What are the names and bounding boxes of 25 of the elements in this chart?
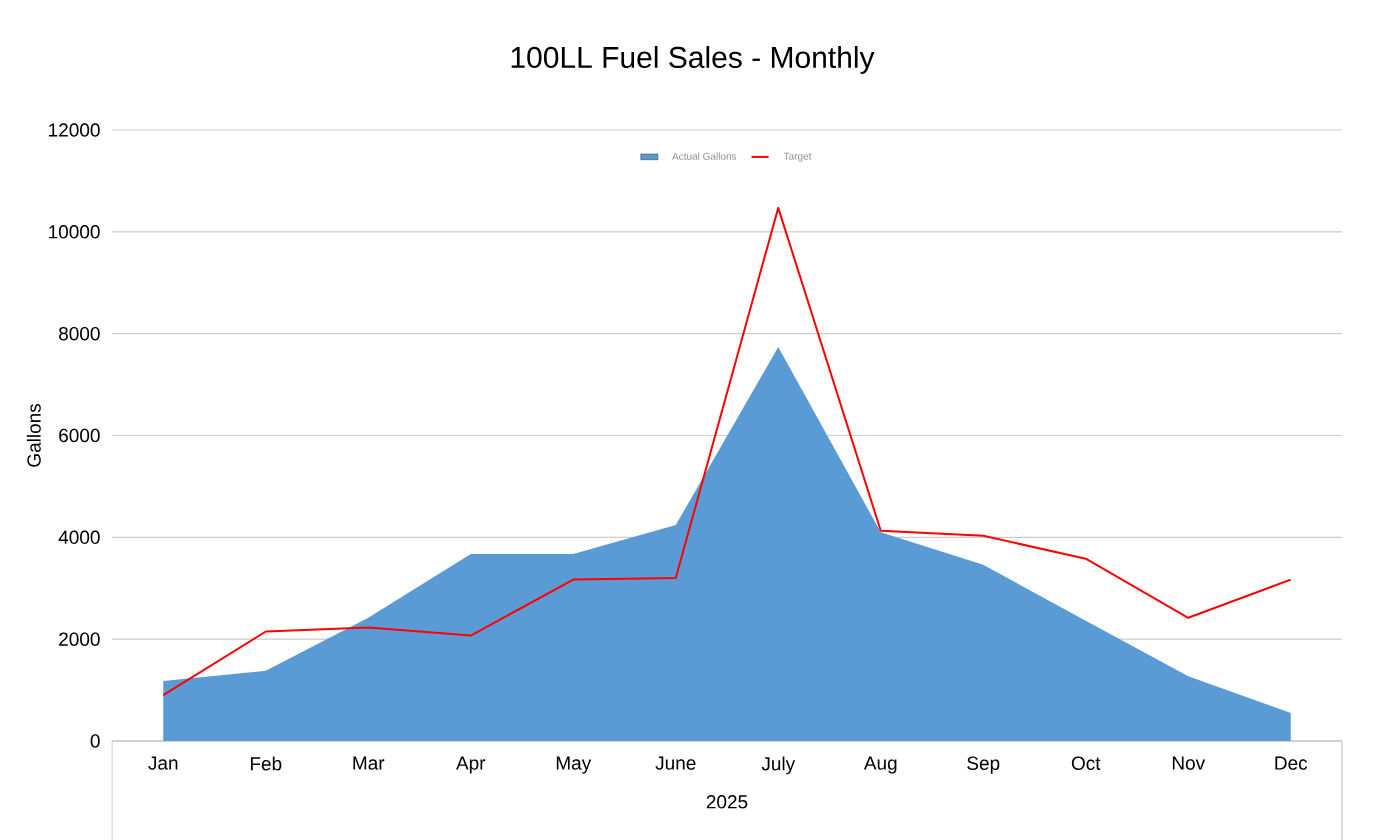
legend-label: Actual Gallons [672,152,737,160]
x-axis-title: 2025 [706,795,748,809]
line-series [162,206,1292,697]
x-tick-label: Oct [1071,756,1101,770]
x-tick-label: June [655,756,696,770]
y-axis-title: Gallons [26,403,41,467]
chart-title: 100LL Fuel Sales - Monthly [511,46,875,74]
y-tick-label: 6000 [59,428,100,443]
x-tick-label: July [761,756,796,775]
legend-label: Target [783,152,812,162]
y-tick-label: 8000 [59,326,100,341]
x-tick-label: Sep [967,756,1000,774]
x-tick-label: Apr [456,756,486,774]
x-tick-label: Nov [1172,756,1206,770]
y-tick-label: 4000 [58,530,100,545]
y-tick-label: 10000 [49,225,100,239]
x-tick-label: Jan [148,756,178,770]
y-tick-label: 2000 [59,632,100,646]
x-tick-label: Feb [250,756,282,771]
x-tick-label: May [556,756,592,774]
y-tick-label: 12000 [49,123,100,137]
x-tick-label: Dec [1275,756,1308,770]
y-tick-label: 0 [90,734,100,748]
x-tick-label: Aug [863,756,897,774]
x-tick-label: Mar [353,756,385,770]
